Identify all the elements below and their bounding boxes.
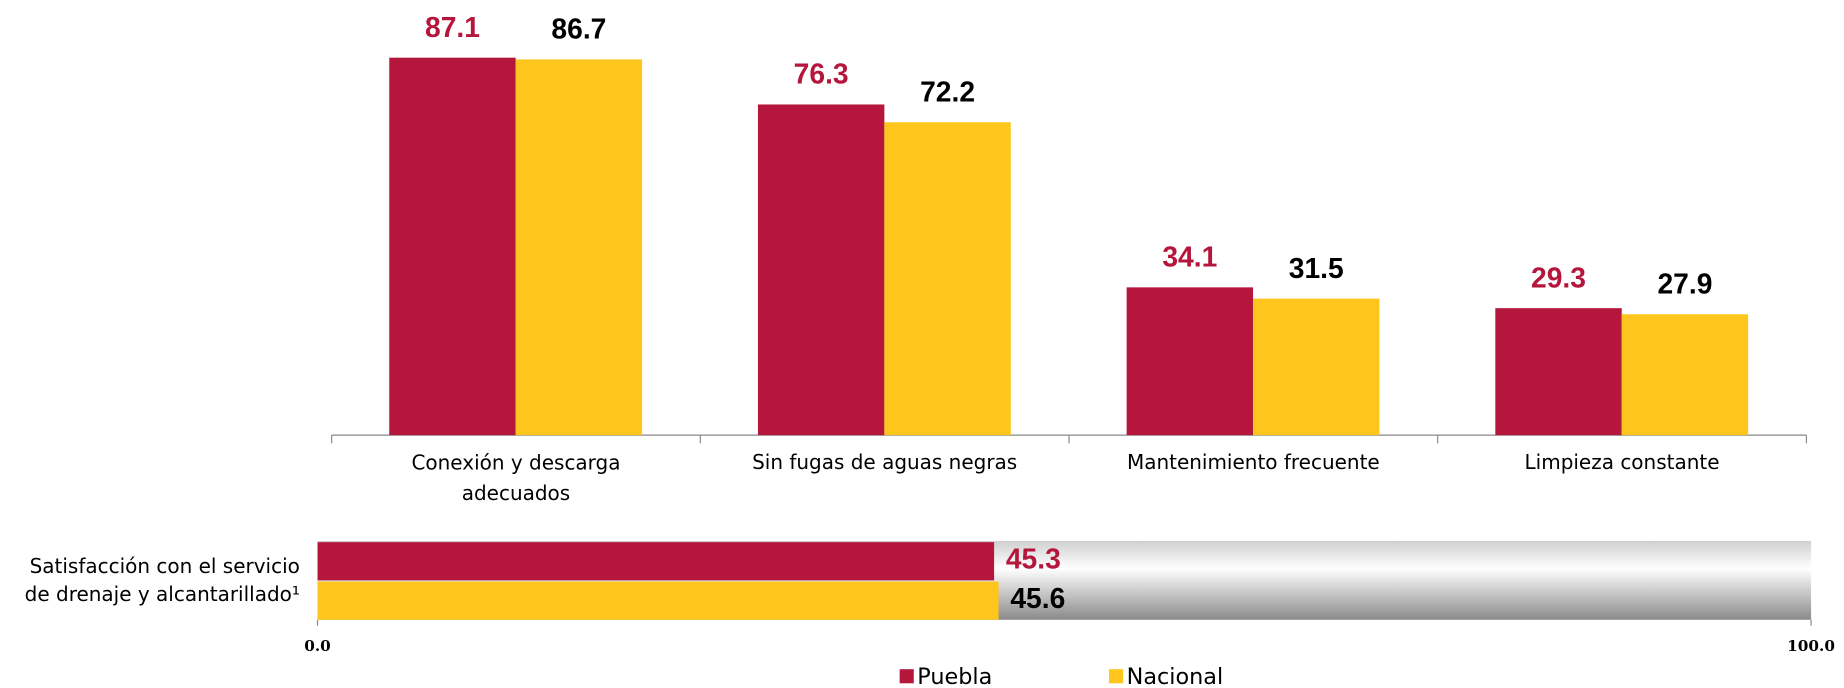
x-tick-label: Mantenimiento frecuente	[1127, 450, 1380, 474]
data-label: 45.6	[1010, 582, 1065, 614]
data-label: 29.3	[1531, 261, 1586, 293]
bar	[317, 581, 999, 620]
bar	[317, 542, 995, 581]
bar	[1621, 314, 1749, 436]
legend-label: Nacional	[1127, 664, 1224, 688]
x-tick-label: 100.0	[1787, 637, 1835, 655]
data-label: 31.5	[1289, 252, 1344, 284]
data-label: 27.9	[1657, 267, 1712, 299]
data-label: 72.2	[920, 75, 975, 107]
bar	[1495, 308, 1622, 436]
data-label: 76.3	[794, 58, 849, 90]
bar	[1126, 287, 1254, 436]
y-tick-label: Satisfacción con el servicio de drenaje y…	[25, 553, 300, 605]
bar	[884, 122, 1011, 436]
bar	[515, 59, 643, 436]
x-tick-label: 0.0	[304, 637, 331, 655]
data-label: 45.3	[1006, 543, 1061, 575]
bar	[389, 57, 516, 436]
bar	[1253, 298, 1380, 436]
legend-label: Puebla	[917, 664, 992, 688]
legend-swatch	[899, 669, 914, 684]
data-label: 34.1	[1162, 241, 1217, 273]
legend-swatch	[1108, 669, 1124, 684]
data-label: 86.7	[551, 13, 606, 45]
bar	[757, 104, 885, 436]
data-label: 87.1	[425, 11, 480, 43]
x-tick-label: Limpieza constante	[1525, 450, 1720, 474]
x-tick-label: Conexión y descarga adecuados	[411, 450, 620, 505]
x-tick-label: Sin fugas de aguas negras	[752, 450, 1017, 474]
